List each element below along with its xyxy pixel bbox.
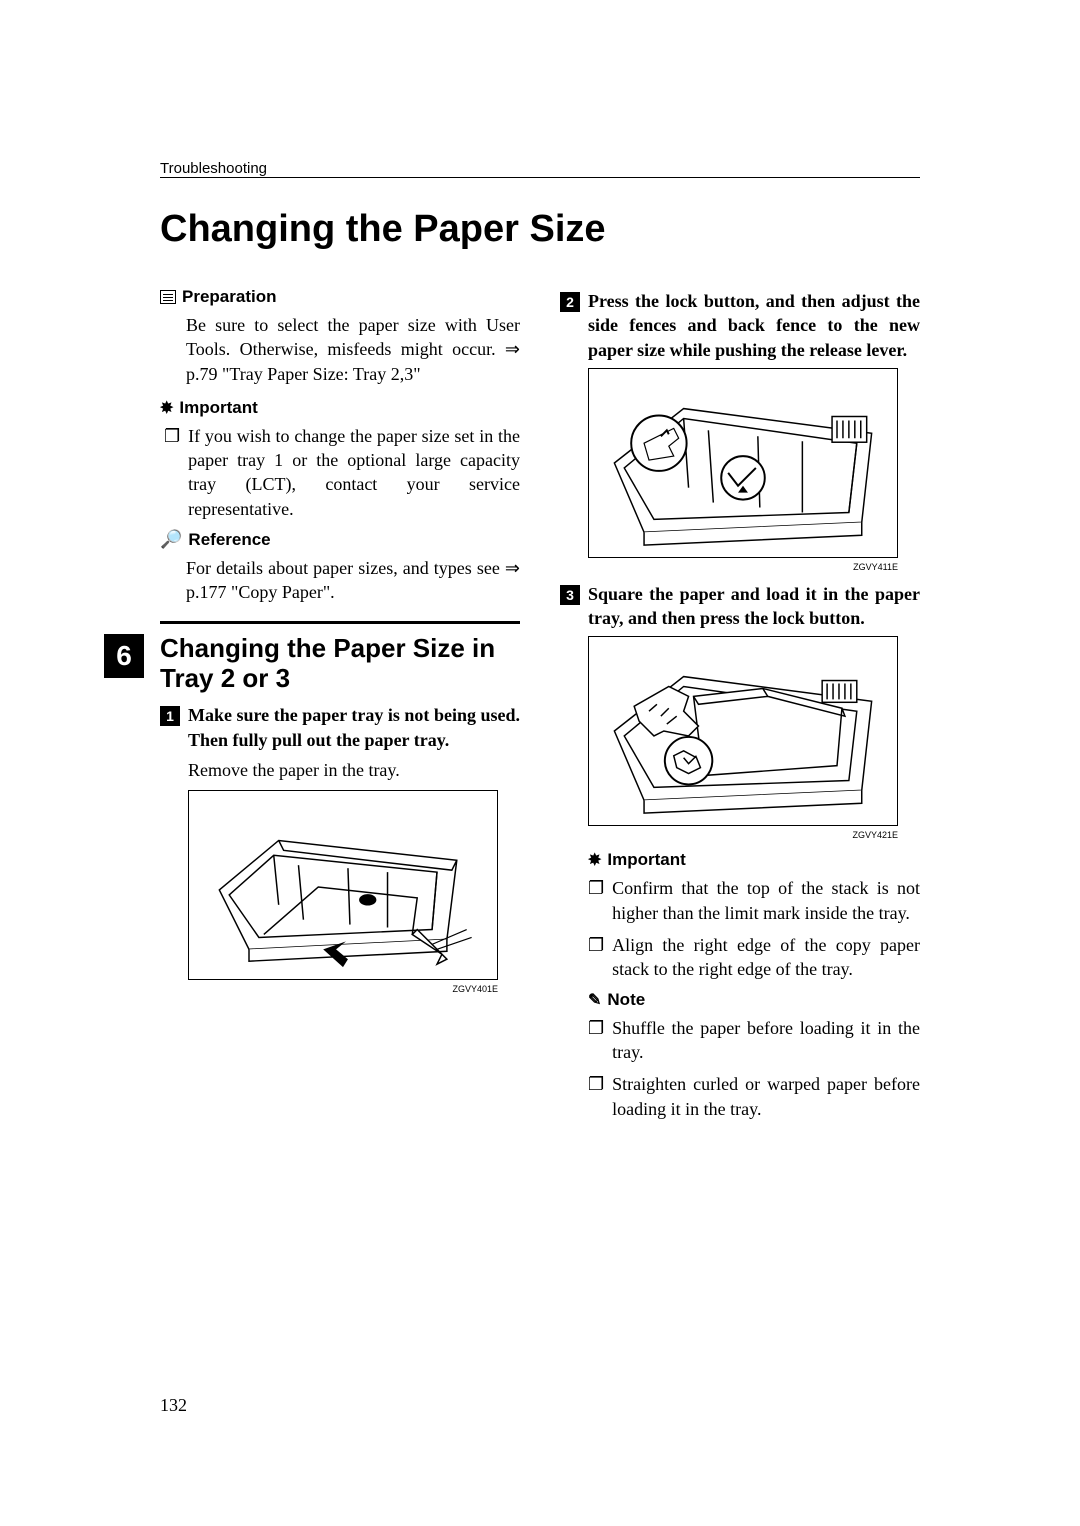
- bullet-icon: ❐: [588, 1072, 604, 1121]
- important-icon: ✸: [588, 850, 601, 870]
- tray-illustration-3-icon: [589, 637, 897, 825]
- tray-illustration-2-icon: [589, 369, 897, 557]
- step-1-text: Make sure the paper tray is not being us…: [188, 703, 520, 752]
- note-bullet-2: ❐ Straighten curled or warped paper befo…: [588, 1072, 920, 1121]
- figure-1-label: ZGVY401E: [188, 984, 498, 994]
- important-2-label: ✸ Important: [560, 850, 920, 870]
- figure-3-label: ZGVY421E: [588, 830, 898, 840]
- divider: [160, 621, 520, 624]
- important-bullet: ❐ If you wish to change the paper size s…: [160, 424, 520, 521]
- left-column: Preparation Be sure to select the paper …: [160, 279, 520, 1129]
- page-title: Changing the Paper Size: [160, 208, 920, 251]
- important-icon: ✸: [160, 398, 173, 418]
- step-1-body: Remove the paper in the tray.: [160, 758, 520, 782]
- step-number-icon: 2: [560, 292, 580, 312]
- bullet-icon: ❐: [164, 424, 180, 521]
- figure-1: [188, 790, 498, 980]
- bullet-icon: ❐: [588, 1016, 604, 1065]
- figure-3: [588, 636, 898, 826]
- bullet-icon: ❐: [588, 933, 604, 982]
- reference-icon: 🔎: [160, 529, 182, 550]
- bullet-icon: ❐: [588, 876, 604, 925]
- preparation-text: Be sure to select the paper size with Us…: [160, 313, 520, 386]
- reference-label: 🔎 Reference: [160, 529, 520, 550]
- important-2-bullet-2: ❐ Align the right edge of the copy paper…: [588, 933, 920, 982]
- important-label: ✸ Important: [160, 398, 520, 418]
- figure-2-label: ZGVY411E: [588, 562, 898, 572]
- step-3: 3 Square the paper and load it in the pa…: [560, 582, 920, 631]
- chapter-number: 6: [104, 634, 144, 678]
- header-section: Troubleshooting: [160, 160, 920, 178]
- note-label: ✎ Note: [560, 990, 920, 1010]
- reference-text: For details about paper sizes, and types…: [160, 556, 520, 605]
- figure-2: [588, 368, 898, 558]
- preparation-icon: [160, 290, 176, 304]
- right-column: 2 Press the lock button, and then adjust…: [560, 279, 920, 1129]
- preparation-label: Preparation: [160, 287, 520, 307]
- step-3-text: Square the paper and load it in the pape…: [588, 582, 920, 631]
- step-number-icon: 1: [160, 706, 180, 726]
- chapter-heading: 6 Changing the Paper Size in Tray 2 or 3: [104, 634, 520, 694]
- step-2-text: Press the lock button, and then adjust t…: [588, 289, 920, 362]
- tray-illustration-1-icon: [189, 791, 497, 979]
- page-number: 132: [160, 1395, 187, 1416]
- subtitle: Changing the Paper Size in Tray 2 or 3: [160, 634, 520, 694]
- note-icon: ✎: [588, 990, 601, 1010]
- important-2-bullet-1: ❐ Confirm that the top of the stack is n…: [588, 876, 920, 925]
- note-bullet-1: ❐ Shuffle the paper before loading it in…: [588, 1016, 920, 1065]
- step-2: 2 Press the lock button, and then adjust…: [560, 289, 920, 362]
- step-1: 1 Make sure the paper tray is not being …: [160, 703, 520, 752]
- step-number-icon: 3: [560, 585, 580, 605]
